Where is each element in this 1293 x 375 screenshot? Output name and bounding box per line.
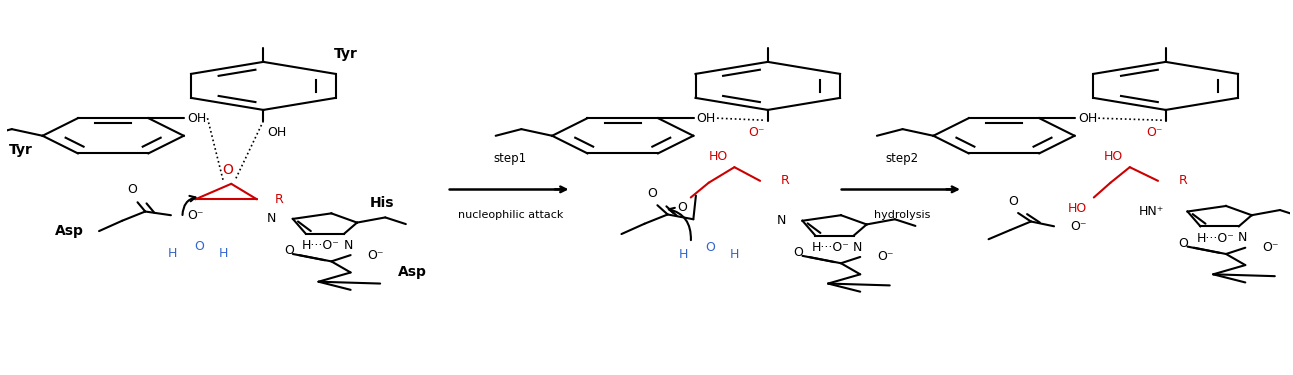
Text: R: R [275, 193, 283, 206]
Text: O⁻: O⁻ [1262, 241, 1279, 254]
Text: O⁻: O⁻ [877, 251, 893, 264]
Text: N: N [776, 214, 786, 227]
Text: N: N [853, 241, 862, 254]
Text: OH: OH [697, 112, 716, 125]
Text: HO: HO [709, 150, 728, 163]
Text: H: H [219, 247, 228, 260]
Text: step2: step2 [886, 152, 918, 165]
Text: HN⁺: HN⁺ [1139, 205, 1165, 218]
Text: O: O [284, 244, 294, 257]
Text: H: H [168, 247, 177, 260]
Text: O: O [678, 201, 687, 214]
Text: R: R [781, 174, 790, 188]
Text: O⁻: O⁻ [749, 126, 765, 139]
Text: Tyr: Tyr [334, 47, 358, 61]
Text: HO: HO [1068, 202, 1087, 215]
Text: O: O [1179, 237, 1188, 250]
Text: O: O [194, 240, 204, 253]
Text: O: O [222, 163, 233, 177]
Text: O: O [128, 183, 137, 196]
Text: H···O⁻: H···O⁻ [812, 241, 850, 254]
Text: hydrolysis: hydrolysis [874, 210, 930, 220]
Text: nucleophilic attack: nucleophilic attack [458, 210, 564, 220]
Text: Tyr: Tyr [9, 143, 32, 157]
Text: HO: HO [1104, 150, 1124, 163]
Text: O⁻: O⁻ [367, 249, 384, 262]
Text: OH: OH [268, 126, 287, 139]
Text: H: H [729, 248, 738, 261]
Text: N: N [1237, 231, 1248, 244]
Text: His: His [370, 196, 394, 210]
Text: OH: OH [1078, 112, 1096, 125]
Text: O: O [794, 246, 803, 259]
Text: O⁻: O⁻ [1071, 220, 1087, 233]
Text: O: O [1009, 195, 1018, 208]
Text: O⁻: O⁻ [187, 209, 204, 222]
Text: N: N [344, 239, 353, 252]
Text: O: O [648, 187, 657, 200]
Text: R: R [1178, 174, 1187, 188]
Text: Asp: Asp [56, 224, 84, 238]
Text: H: H [679, 248, 688, 261]
Text: Asp: Asp [398, 266, 427, 279]
Text: H···O⁻: H···O⁻ [1197, 232, 1235, 245]
Text: N: N [266, 212, 277, 225]
Text: O⁻: O⁻ [1147, 126, 1164, 139]
Text: O: O [705, 241, 715, 254]
Text: H···O⁻: H···O⁻ [303, 239, 340, 252]
Text: step1: step1 [494, 152, 528, 165]
Text: OH: OH [187, 112, 206, 125]
